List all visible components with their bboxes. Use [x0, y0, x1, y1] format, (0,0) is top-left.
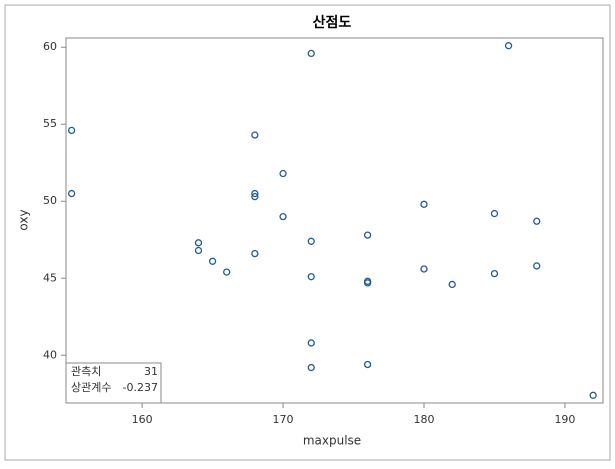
- inset-label: 상관계수: [71, 381, 111, 394]
- scatter-point: [363, 231, 372, 239]
- x-tick-label: 170: [273, 413, 294, 426]
- chart-title: 산점도: [313, 14, 352, 31]
- scatter-point: [279, 212, 287, 221]
- scatter-point: [589, 391, 597, 399]
- scatter-point: [223, 268, 231, 276]
- scatter-point: [533, 217, 541, 225]
- y-tick-label: 40: [43, 348, 57, 361]
- scatter-point: [420, 265, 428, 273]
- scatter-point: [251, 131, 259, 139]
- scatter-point: [251, 192, 259, 201]
- y-tick-label: 60: [43, 40, 57, 53]
- scatter-point: [251, 249, 259, 258]
- y-tick-label: 45: [43, 271, 57, 284]
- scatter-point: [307, 363, 315, 372]
- scatter-point: [194, 246, 203, 255]
- scatter-point: [279, 169, 287, 178]
- scatter-point: [208, 257, 217, 265]
- scatter-point: [194, 239, 203, 247]
- x-axis-label: maxpulse: [303, 434, 361, 448]
- scatter-point: [307, 237, 315, 245]
- scatter-point: [67, 126, 76, 135]
- scatter-point: [533, 262, 541, 270]
- inset-value: 31: [144, 365, 158, 378]
- scatter-point: [490, 269, 499, 278]
- scatter-point: [504, 42, 513, 50]
- scatter-point: [363, 279, 372, 287]
- y-axis-label: oxy: [17, 209, 31, 230]
- scatter-point: [67, 189, 76, 198]
- y-tick-label: 55: [43, 117, 57, 130]
- scatter-point: [490, 209, 499, 218]
- outer-border: [4, 4, 611, 461]
- inset-box: [65, 362, 162, 404]
- x-tick-label: 160: [132, 413, 153, 426]
- scatter-point: [363, 360, 372, 369]
- y-tick-label: 50: [43, 194, 57, 207]
- scatter-point: [251, 189, 259, 198]
- inset-value: -0.237: [123, 381, 158, 394]
- scatter-point: [307, 49, 315, 58]
- scatter-point: [448, 280, 456, 289]
- scatter-point: [307, 273, 315, 281]
- scatter-point: [307, 339, 315, 347]
- scatter-point: [420, 200, 428, 208]
- x-tick-label: 180: [414, 413, 435, 426]
- inset-label: 관측치: [71, 365, 101, 378]
- plot-frame: [65, 37, 604, 404]
- x-tick-label: 190: [554, 413, 575, 426]
